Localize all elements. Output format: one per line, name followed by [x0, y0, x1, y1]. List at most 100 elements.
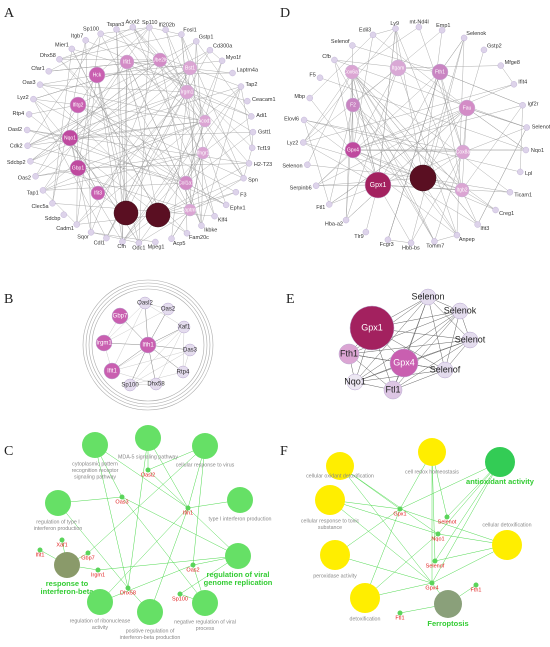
node [312, 182, 320, 189]
edge [99, 507, 189, 603]
edge [399, 508, 508, 546]
edge [352, 104, 435, 242]
edge [387, 239, 412, 244]
term [326, 452, 354, 480]
edge [100, 33, 191, 69]
edge [186, 91, 252, 117]
edge [439, 71, 463, 191]
node [229, 69, 236, 77]
edge [30, 67, 191, 162]
node [113, 200, 139, 226]
term-label: cell redox homeostasis [405, 469, 459, 475]
edge [434, 234, 458, 242]
term-label: process [196, 626, 215, 632]
term-label: positive regulation of [126, 628, 175, 634]
edge [29, 104, 79, 115]
node [407, 239, 415, 247]
term-label: activity [92, 625, 109, 631]
edge [27, 33, 101, 146]
edge [126, 61, 206, 122]
panel-letter: C [4, 444, 13, 459]
node-label: Emp1 [436, 23, 450, 29]
node-label: Col1a1 [178, 180, 194, 186]
node [345, 97, 361, 113]
edge [348, 339, 471, 355]
node [39, 187, 47, 194]
term [320, 540, 350, 570]
node-label: Ifi202b [159, 22, 176, 28]
node-label: Irgm1 [96, 341, 112, 347]
node-label: Selenot [532, 125, 550, 131]
edge [339, 465, 433, 584]
edge [352, 104, 424, 179]
node [162, 26, 169, 34]
gene [85, 550, 91, 556]
node [306, 94, 313, 102]
node [455, 144, 471, 160]
panel-letter: A [4, 6, 15, 21]
node-label: Gpx4 [393, 357, 415, 367]
node-label: Gpx1 [370, 182, 387, 189]
edge [352, 149, 464, 153]
gene [397, 610, 403, 616]
node [24, 142, 31, 149]
edge [27, 91, 188, 146]
edge [427, 296, 446, 371]
term-label: negative regulation of viral [174, 619, 236, 625]
edge [125, 61, 128, 214]
edge [35, 74, 98, 177]
node-label: Ftl1 [385, 384, 400, 394]
node-label: Ceacam1 [252, 97, 276, 103]
node-label: Tcf19 [257, 146, 270, 152]
panel-letter: B [4, 292, 13, 307]
node-label: Sp100 [83, 27, 99, 33]
edge [334, 554, 433, 584]
edge [59, 59, 161, 61]
gene [145, 467, 151, 473]
edge [395, 28, 424, 179]
node [87, 229, 95, 236]
node [135, 239, 143, 247]
node-label: Mfge8 [505, 60, 520, 66]
gene [119, 494, 125, 500]
edge [185, 120, 206, 184]
node-label: Dhx58 [40, 53, 56, 59]
edge [97, 555, 239, 571]
node [344, 141, 362, 159]
edge [42, 61, 128, 191]
node-label: Tomm7 [426, 244, 444, 250]
node-label: Selenot [455, 334, 486, 344]
gene-label: Selenot [438, 519, 457, 525]
node-label: Itgb2 [456, 187, 467, 193]
ring [82, 279, 214, 411]
node-label: Tap1 [27, 190, 39, 196]
node-label: Nqo1 [64, 135, 76, 141]
term-label: regulation of viral [207, 570, 270, 579]
node [519, 102, 526, 109]
edge [377, 28, 396, 186]
gene [37, 547, 43, 553]
term-label: cellular detoxification [482, 522, 531, 528]
node [451, 302, 469, 320]
node-label: Acod1 [198, 118, 212, 124]
node [383, 380, 403, 400]
node-label: Edil3 [359, 28, 371, 34]
edge [94, 444, 189, 509]
edge [121, 496, 239, 557]
node [119, 238, 126, 245]
node-label: Hbb-bs [402, 245, 420, 251]
node-label: Fosl1 [183, 27, 196, 33]
edge [27, 129, 250, 164]
edge [59, 27, 150, 60]
node [152, 238, 159, 246]
edge [157, 163, 250, 216]
node-label: Cfh [117, 244, 126, 250]
edge [91, 232, 156, 243]
node-label: Adi1 [256, 113, 267, 119]
edge [125, 91, 188, 214]
node-label: Cadm1 [56, 226, 74, 232]
edge [202, 116, 252, 154]
gene-label: Selenof [426, 563, 445, 569]
node-label: F5 [309, 73, 315, 79]
node-label: Bst1 [185, 65, 195, 71]
